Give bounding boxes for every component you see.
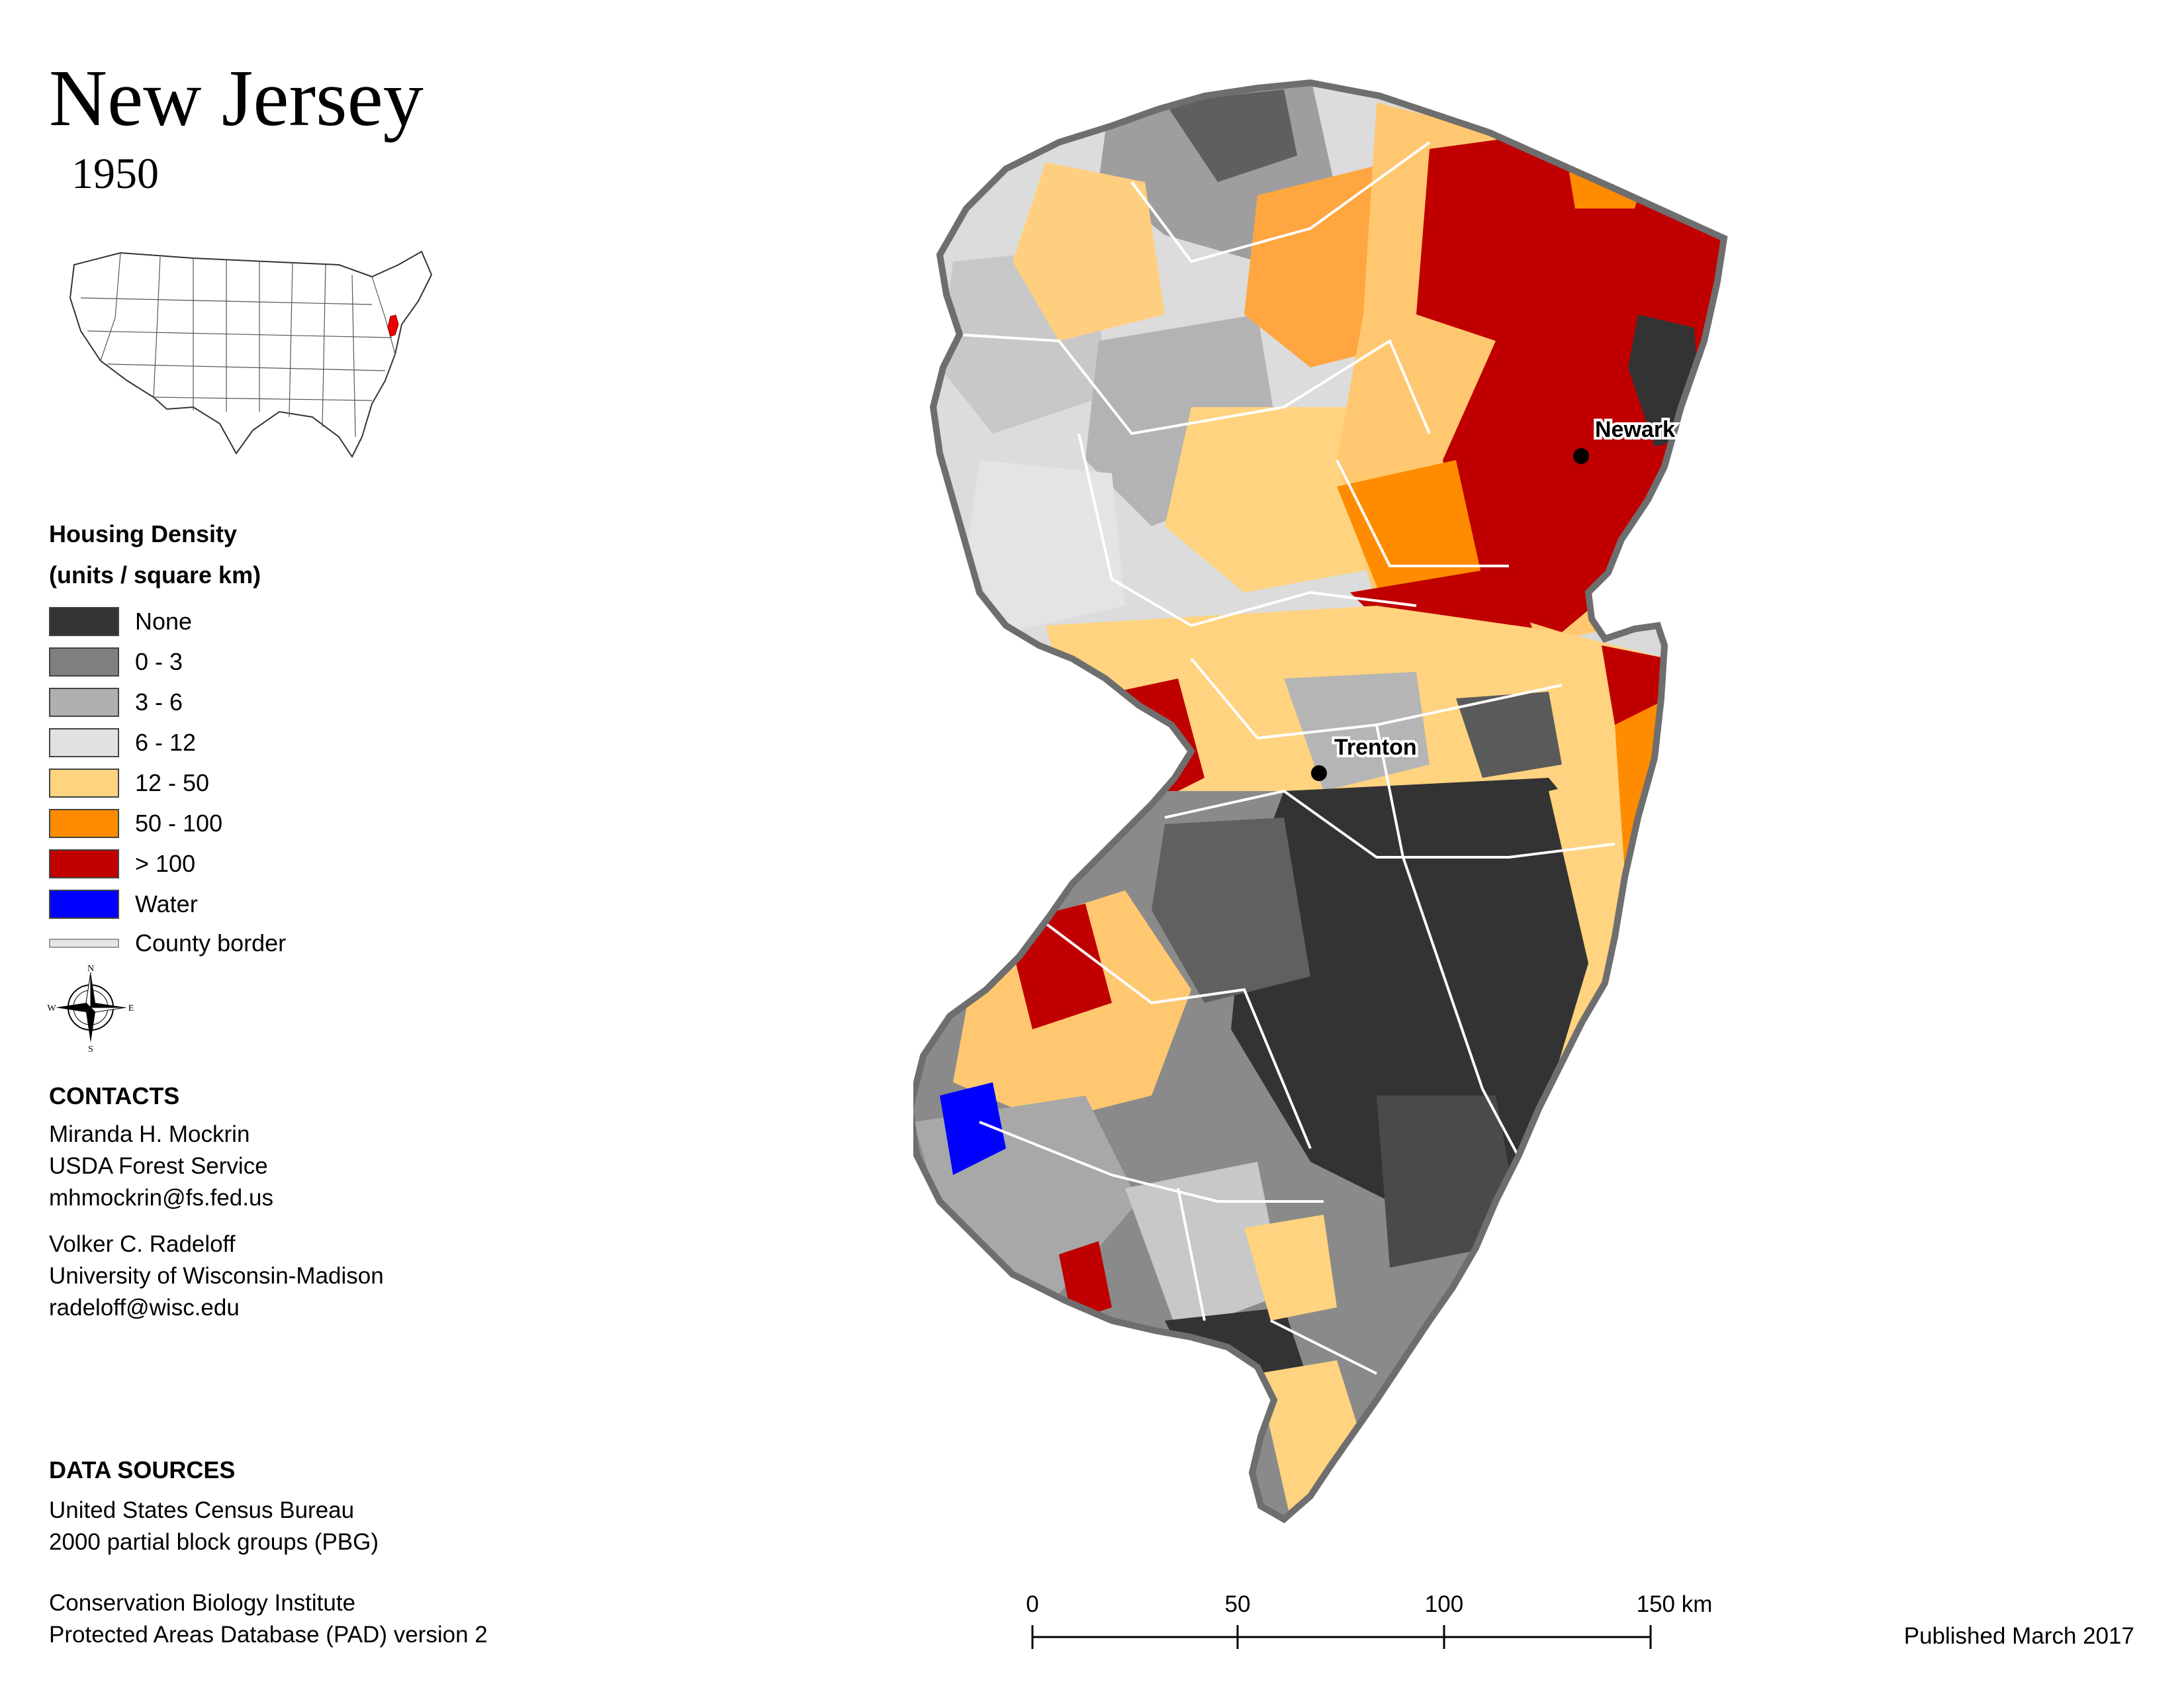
legend-label: Water [135, 890, 198, 917]
data-source-line: Protected Areas Database (PAD) version 2 [49, 1622, 488, 1648]
contact-org: University of Wisconsin-Madison [49, 1263, 384, 1289]
legend-label: 12 - 50 [135, 769, 210, 796]
legend-item-50-100: 50 - 100 [49, 808, 222, 839]
scale-tick-label: 0 [1026, 1591, 1038, 1617]
legend-swatch [49, 849, 119, 878]
new-jersey-map: Newark Trenton [913, 63, 1747, 1559]
compass-rose-icon: N S W E [47, 964, 134, 1053]
legend-item-over-100: > 100 [49, 849, 195, 879]
legend-swatch-border [49, 939, 119, 948]
compass-w: W [47, 1004, 56, 1013]
contact-email[interactable]: mhmockrin@fs.fed.us [49, 1185, 273, 1211]
map-year: 1950 [71, 150, 159, 198]
legend-item-county-border: County border [49, 928, 286, 959]
legend-item-none: None [49, 606, 192, 637]
contact-name: Miranda H. Mockrin [49, 1121, 250, 1147]
contact-name: Volker C. Radeloff [49, 1231, 236, 1257]
contact-email[interactable]: radeloff@wisc.edu [49, 1295, 240, 1321]
us-locator-map [69, 250, 433, 458]
map-title: New Jersey [49, 54, 424, 143]
compass-e: E [128, 1004, 134, 1013]
legend-label: 0 - 3 [135, 648, 183, 675]
contact-org: USDA Forest Service [49, 1153, 268, 1179]
legend-swatch [49, 647, 119, 677]
legend-label: 3 - 6 [135, 688, 183, 716]
legend-title: Housing Density [49, 520, 238, 547]
legend-label: 50 - 100 [135, 810, 223, 837]
legend-label: > 100 [135, 850, 196, 877]
newark-marker [1573, 448, 1589, 464]
legend-swatch [49, 890, 119, 919]
legend-item-6-12: 6 - 12 [49, 727, 196, 758]
legend-swatch [49, 728, 119, 757]
legend-label: None [135, 608, 193, 635]
scale-bar: 0 50 100 150 km [1026, 1591, 1713, 1649]
data-source-line: 2000 partial block groups (PBG) [49, 1529, 379, 1555]
newark-label: Newark [1595, 417, 1675, 442]
legend-swatch [49, 769, 119, 798]
published-date: Published March 2017 [1903, 1623, 2134, 1649]
contacts-heading: CONTACTS [49, 1082, 180, 1109]
legend-swatch [49, 688, 119, 717]
legend-item-12-50: 12 - 50 [49, 768, 209, 798]
scale-tick-label: 100 [1425, 1591, 1463, 1617]
scale-tick-label: 50 [1225, 1591, 1251, 1617]
legend-label: 6 - 12 [135, 729, 197, 756]
compass-n: N [87, 964, 94, 974]
legend-item-0-3: 0 - 3 [49, 647, 183, 677]
compass-s: S [88, 1045, 93, 1053]
trenton-marker [1311, 765, 1327, 781]
data-source-line: Conservation Biology Institute [49, 1590, 356, 1616]
data-sources-heading: DATA SOURCES [49, 1456, 236, 1483]
data-source-line: United States Census Bureau [49, 1497, 355, 1523]
legend-item-water: Water [49, 889, 198, 919]
trenton-label: Trenton [1334, 735, 1417, 760]
legend-units: (units / square km) [49, 561, 261, 588]
legend-item-3-6: 3 - 6 [49, 687, 183, 718]
legend-swatch [49, 809, 119, 838]
legend-label: County border [135, 929, 287, 957]
legend-swatch [49, 607, 119, 636]
scale-tick-label: 150 km [1637, 1591, 1713, 1617]
